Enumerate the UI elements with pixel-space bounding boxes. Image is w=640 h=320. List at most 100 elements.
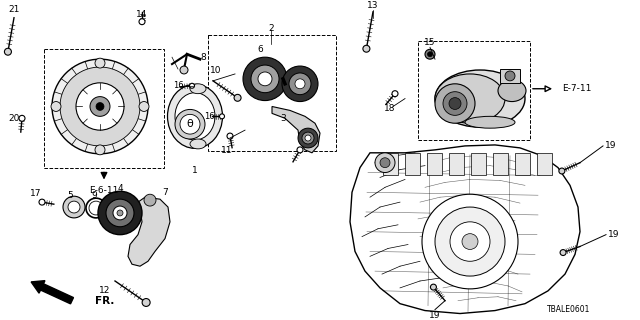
- Ellipse shape: [435, 70, 525, 127]
- Bar: [537, 153, 552, 174]
- Text: 14: 14: [136, 10, 148, 19]
- Circle shape: [86, 198, 106, 218]
- Circle shape: [363, 45, 370, 52]
- Bar: [383, 153, 398, 174]
- Bar: [208, 35, 336, 151]
- Ellipse shape: [190, 139, 206, 149]
- Circle shape: [425, 49, 435, 59]
- Circle shape: [289, 73, 311, 95]
- Bar: [44, 49, 164, 168]
- Polygon shape: [272, 107, 320, 153]
- Circle shape: [144, 194, 156, 206]
- Circle shape: [450, 222, 490, 261]
- Text: 12: 12: [99, 286, 111, 295]
- Text: 10: 10: [210, 67, 221, 76]
- Text: 7: 7: [162, 188, 168, 197]
- Circle shape: [63, 196, 85, 218]
- Circle shape: [297, 147, 303, 153]
- Ellipse shape: [498, 80, 526, 101]
- Ellipse shape: [465, 116, 515, 128]
- Text: 16: 16: [173, 81, 184, 90]
- Text: 15: 15: [424, 38, 436, 47]
- Text: 21: 21: [8, 5, 20, 14]
- Text: 2: 2: [268, 24, 274, 33]
- Text: FR.: FR.: [95, 296, 115, 306]
- Circle shape: [89, 201, 103, 215]
- Circle shape: [559, 168, 565, 174]
- Circle shape: [106, 199, 134, 227]
- Text: TBALE0601: TBALE0601: [547, 305, 590, 314]
- FancyArrow shape: [31, 281, 74, 304]
- Circle shape: [435, 84, 475, 123]
- Text: 18: 18: [384, 104, 396, 113]
- Text: 17: 17: [30, 189, 42, 198]
- Text: 3: 3: [280, 114, 285, 123]
- Circle shape: [375, 153, 395, 172]
- Circle shape: [298, 128, 318, 148]
- Ellipse shape: [175, 93, 215, 140]
- Bar: [493, 153, 508, 174]
- Text: 9: 9: [91, 191, 97, 200]
- Circle shape: [243, 57, 287, 100]
- Bar: [471, 153, 486, 174]
- Text: 6: 6: [257, 45, 263, 54]
- Circle shape: [305, 135, 311, 141]
- Circle shape: [428, 52, 433, 57]
- Bar: [405, 153, 420, 174]
- Circle shape: [234, 94, 241, 101]
- Text: 20: 20: [8, 114, 20, 123]
- Bar: [418, 41, 530, 140]
- Circle shape: [51, 101, 61, 111]
- Circle shape: [139, 19, 145, 25]
- Circle shape: [189, 83, 195, 88]
- Text: 4: 4: [117, 184, 123, 193]
- Circle shape: [295, 79, 305, 89]
- Text: 19: 19: [608, 230, 620, 239]
- Polygon shape: [350, 145, 580, 314]
- Circle shape: [180, 114, 200, 134]
- Circle shape: [180, 66, 188, 74]
- Text: 5: 5: [67, 191, 73, 200]
- Circle shape: [4, 48, 12, 55]
- Text: 1: 1: [192, 166, 198, 175]
- Circle shape: [19, 115, 25, 121]
- Circle shape: [431, 284, 436, 290]
- Text: 8: 8: [200, 53, 205, 62]
- Circle shape: [76, 83, 124, 130]
- Circle shape: [258, 72, 272, 86]
- Ellipse shape: [168, 84, 223, 148]
- Circle shape: [302, 132, 314, 144]
- Circle shape: [117, 210, 123, 216]
- Text: 19: 19: [429, 311, 441, 320]
- Circle shape: [113, 206, 127, 220]
- Circle shape: [505, 71, 515, 81]
- Ellipse shape: [190, 84, 206, 94]
- Text: 19: 19: [605, 141, 616, 150]
- Circle shape: [282, 66, 318, 101]
- Circle shape: [443, 92, 467, 115]
- Circle shape: [96, 102, 104, 110]
- Circle shape: [39, 199, 45, 205]
- Circle shape: [227, 133, 233, 139]
- Circle shape: [560, 250, 566, 255]
- Circle shape: [60, 67, 140, 146]
- Circle shape: [422, 194, 518, 289]
- Circle shape: [251, 65, 279, 93]
- Bar: [449, 153, 464, 174]
- Text: 13: 13: [367, 1, 379, 11]
- Circle shape: [95, 145, 105, 155]
- Circle shape: [139, 101, 149, 111]
- Circle shape: [142, 299, 150, 307]
- Text: E-7-11: E-7-11: [563, 84, 592, 93]
- Text: 16: 16: [204, 112, 215, 121]
- Circle shape: [90, 97, 110, 116]
- Circle shape: [435, 207, 505, 276]
- Text: θ: θ: [187, 119, 193, 129]
- Polygon shape: [128, 197, 170, 266]
- Text: E-6-11: E-6-11: [90, 186, 118, 195]
- Text: 11: 11: [221, 146, 233, 155]
- Circle shape: [68, 201, 80, 213]
- Ellipse shape: [435, 74, 505, 123]
- Bar: [427, 153, 442, 174]
- Bar: [515, 153, 530, 174]
